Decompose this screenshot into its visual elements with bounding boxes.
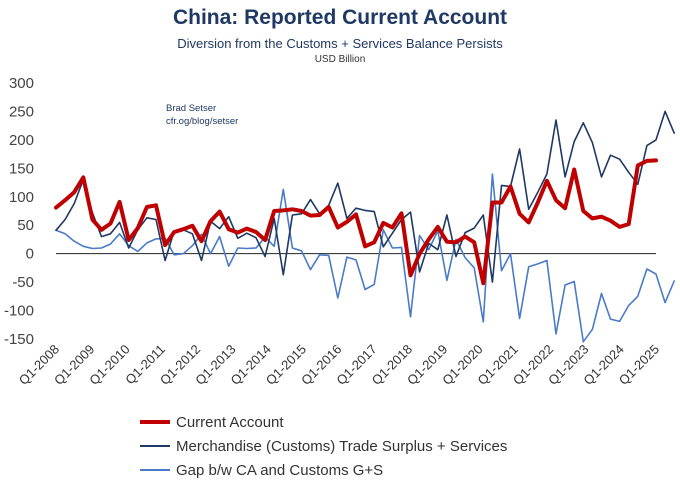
y-tick-label: 200 <box>9 132 34 149</box>
y-tick-label: 250 <box>9 103 34 120</box>
units-label: USD Billion <box>314 54 366 65</box>
series-line-2 <box>55 173 676 343</box>
legend-label-merchandise: Merchandise (Customs) Trade Surplus + Se… <box>176 437 508 455</box>
chart-title: China: Reported Current Account <box>172 6 508 29</box>
y-tick-label: 100 <box>9 189 34 206</box>
y-tick-label: 300 <box>9 75 34 92</box>
y-tick-label: -100 <box>4 303 34 320</box>
chart-subtitle: Diversion from the Customs + Services Ba… <box>177 36 503 51</box>
legend-swatch-merchandise <box>140 445 170 447</box>
legend-label-gap: Gap b/w CA and Customs G+S <box>176 461 384 479</box>
legend-swatch-current-account <box>140 420 170 424</box>
author-note: Brad Setser <box>166 103 217 114</box>
series-line-1 <box>55 110 676 283</box>
y-tick-label: 0 <box>26 246 34 263</box>
y-tick-label: 150 <box>9 160 34 177</box>
legend: Current Account Merchandise (Customs) Tr… <box>140 410 507 482</box>
author-blog-note: cfr.og/blog/setser <box>166 116 239 127</box>
legend-item-gap: Gap b/w CA and Customs G+S <box>140 458 507 482</box>
series-line-0 <box>54 158 658 286</box>
legend-item-current-account: Current Account <box>140 410 507 434</box>
legend-label-current-account: Current Account <box>176 413 284 431</box>
line-chart: -150-100-50050100150200250300Q1-2008Q1-2… <box>4 75 676 388</box>
legend-item-merchandise: Merchandise (Customs) Trade Surplus + Se… <box>140 434 507 458</box>
y-tick-label: 50 <box>17 217 34 234</box>
y-tick-label: -150 <box>4 331 34 348</box>
legend-swatch-gap <box>140 469 170 471</box>
y-tick-label: -50 <box>12 274 34 291</box>
